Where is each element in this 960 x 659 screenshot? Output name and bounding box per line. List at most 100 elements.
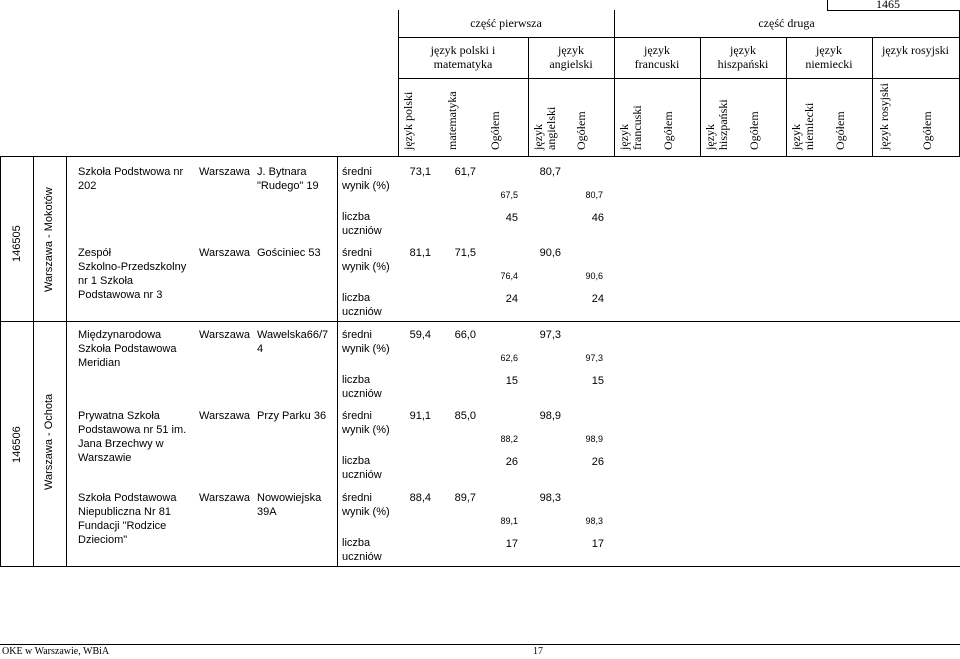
- col-total-1: Ogółem: [488, 111, 502, 150]
- avg-label: średni wynik (%): [342, 247, 390, 273]
- avg-math: 89,7: [454, 492, 476, 504]
- header-vline-g5: [786, 37, 787, 156]
- avg-english: 97,3: [539, 329, 561, 341]
- page-number-top: 1465: [876, 0, 900, 11]
- avg-math: 71,5: [454, 247, 476, 259]
- count-label: liczba uczniów: [342, 292, 382, 318]
- school-name: Szkoła Podstwowa nr 202: [78, 166, 184, 192]
- header-vline-g6: [872, 37, 873, 156]
- avg-math: 85,0: [454, 410, 476, 422]
- count-part1: 15: [505, 375, 518, 387]
- count-label: liczba uczniów: [342, 211, 382, 237]
- header-vline-g2: [528, 37, 529, 156]
- count-english: 46: [591, 212, 604, 224]
- avg-total-english: 97,3: [585, 353, 603, 363]
- header-rule-2: [398, 78, 960, 79]
- footer-rule: [0, 644, 960, 645]
- school-address: Gościniec 53: [257, 247, 321, 259]
- body-vline-1: [0, 156, 1, 566]
- avg-polish: 88,4: [409, 492, 431, 504]
- group-russian: język rosyjski: [882, 43, 949, 57]
- page-number-divider: [827, 0, 828, 10]
- page-number-underline: [827, 10, 960, 11]
- avg-label: średni wynik (%): [342, 329, 390, 355]
- col-total-3: Ogółem: [661, 111, 675, 150]
- avg-english: 90,6: [539, 247, 561, 259]
- district-name-1: Warszawa - Mokotów: [43, 187, 55, 292]
- district-name-2: Warszawa - Ochota: [43, 393, 55, 490]
- header-rule-3: [0, 156, 960, 157]
- avg-label: średni wynik (%): [342, 410, 390, 436]
- school-address: Wawelska66/7 4: [257, 329, 329, 355]
- school-address: Nowowiejska 39A: [257, 492, 322, 518]
- header-vline-parts: [614, 10, 615, 156]
- count-english: 15: [591, 375, 604, 387]
- count-part1: 26: [505, 456, 518, 468]
- avg-english: 80,7: [539, 166, 561, 178]
- group-german: język niemiecki: [805, 43, 853, 71]
- count-english: 24: [591, 293, 604, 305]
- school-address: Przy Parku 36: [257, 410, 327, 422]
- district-separator: [0, 321, 960, 322]
- school-city: Warszawa: [199, 410, 250, 422]
- count-label: liczba uczniów: [342, 374, 382, 400]
- district-code-2: 146506: [11, 426, 23, 463]
- group-english: język angielski: [549, 43, 593, 71]
- avg-total-part1: 62,6: [500, 353, 518, 363]
- col-total-5: Ogółem: [833, 111, 847, 150]
- body-vline-2: [33, 156, 34, 566]
- school-city: Warszawa: [199, 166, 250, 178]
- col-english: język angielski: [531, 106, 558, 150]
- avg-polish: 91,1: [409, 410, 431, 422]
- group-spanish: język hiszpański: [717, 43, 769, 71]
- avg-total-part1: 88,2: [500, 434, 518, 444]
- group-polish-math: język polski i matematyka: [430, 43, 496, 71]
- count-part1: 45: [505, 212, 518, 224]
- count-english: 26: [591, 456, 604, 468]
- district-code-1: 146505: [11, 225, 23, 262]
- part-two-heading: część druga: [758, 16, 815, 30]
- header-rule-1: [398, 37, 960, 38]
- avg-math: 61,7: [454, 166, 476, 178]
- count-part1: 17: [505, 538, 518, 550]
- col-french: język francuski: [617, 105, 644, 150]
- avg-english: 98,3: [539, 492, 561, 504]
- avg-total-english: 80,7: [585, 190, 603, 200]
- col-total-2: Ogółem: [574, 111, 588, 150]
- school-name: Zespół Szkolno-Przedszkolny nr 1 Szkoła …: [78, 247, 187, 301]
- part-one-heading: część pierwsza: [470, 16, 542, 30]
- col-total-4: Ogółem: [747, 111, 761, 150]
- school-name: Szkoła Podstawowa Niepubliczna Nr 81 Fun…: [78, 492, 177, 546]
- footer-page: 17: [533, 646, 543, 657]
- avg-total-part1: 67,5: [500, 190, 518, 200]
- avg-polish: 73,1: [409, 166, 431, 178]
- avg-total-part1: 89,1: [500, 516, 518, 526]
- col-german: język niemiecki: [789, 102, 816, 150]
- count-label: liczba uczniów: [342, 537, 382, 563]
- school-city: Warszawa: [199, 492, 250, 504]
- count-part1: 24: [505, 293, 518, 305]
- school-city: Warszawa: [199, 247, 250, 259]
- body-vline-3: [66, 156, 67, 566]
- school-name: Międzynarodowa Szkoła Podstawowa Meridia…: [78, 329, 177, 369]
- avg-total-english: 98,9: [585, 434, 603, 444]
- avg-english: 98,9: [539, 410, 561, 422]
- school-city: Warszawa: [199, 329, 250, 341]
- header-vline-g4: [700, 37, 701, 156]
- avg-math: 66,0: [454, 329, 476, 341]
- avg-total-part1: 76,4: [500, 271, 518, 281]
- body-vline-4: [337, 156, 338, 566]
- count-label: liczba uczniów: [342, 455, 382, 481]
- col-polish: język polski: [401, 91, 415, 150]
- col-math: matematyka: [445, 91, 459, 150]
- avg-polish: 59,4: [409, 329, 431, 341]
- col-spanish: język hiszpański: [703, 99, 730, 150]
- avg-label: średni wynik (%): [342, 166, 390, 192]
- body-bottom-rule: [0, 566, 960, 567]
- footer-publisher: OKE w Warszawie, WBiA: [2, 646, 110, 657]
- avg-polish: 81,1: [409, 247, 431, 259]
- avg-label: średni wynik (%): [342, 492, 390, 518]
- group-french: język francuski: [634, 43, 680, 71]
- col-russian: język rosyjski: [877, 83, 891, 150]
- avg-total-english: 98,3: [585, 516, 603, 526]
